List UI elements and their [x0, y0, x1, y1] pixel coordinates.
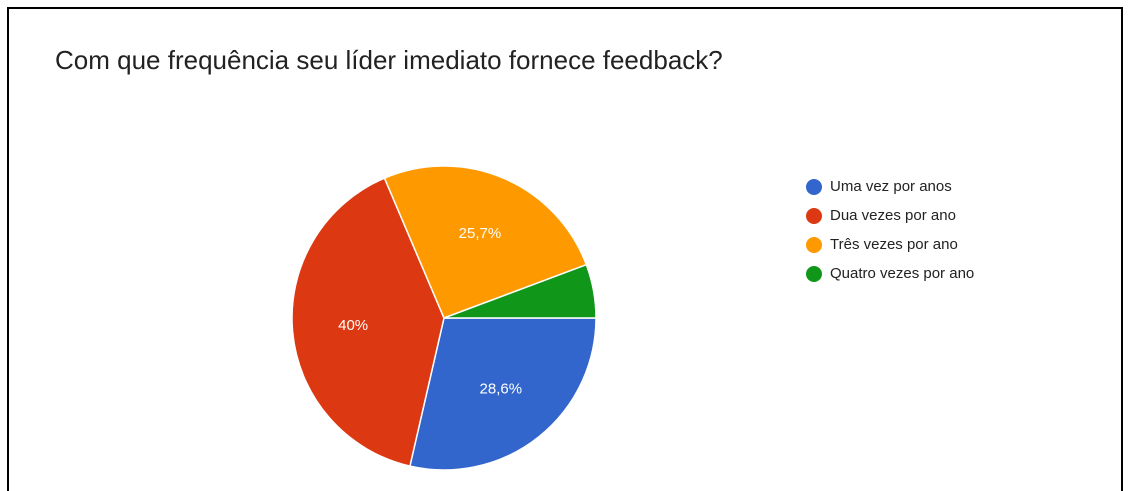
legend-label: Dua vezes por ano — [830, 207, 956, 224]
legend-label: Uma vez por anos — [830, 178, 952, 195]
legend-marker — [806, 179, 822, 195]
slice-label: 25,7% — [459, 225, 502, 242]
slice-label: 40% — [338, 317, 368, 334]
pie-slice — [383, 165, 588, 319]
legend-marker — [806, 237, 822, 253]
legend-label: Quatro vezes por ano — [830, 265, 974, 282]
legend-marker — [806, 266, 822, 282]
slice-label: 28,6% — [480, 380, 523, 397]
pie-slice — [443, 263, 597, 319]
chart-title: Com que frequência seu líder imediato fo… — [55, 45, 723, 75]
pie-slice — [291, 177, 445, 468]
pie-slice — [409, 317, 597, 471]
frame — [7, 7, 1123, 491]
legend-label: Três vezes por ano — [830, 236, 958, 253]
legend-marker — [806, 208, 822, 224]
